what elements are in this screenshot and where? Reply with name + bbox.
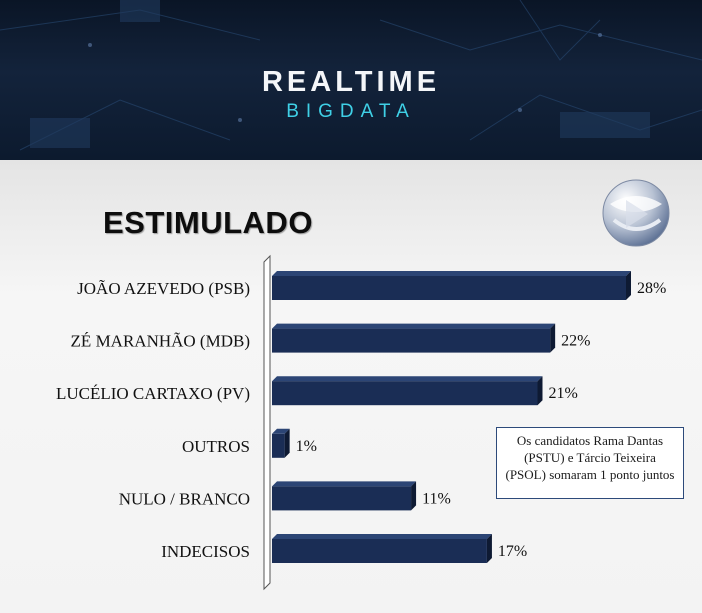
- category-label: OUTROS: [182, 437, 250, 456]
- value-label: 22%: [561, 333, 590, 350]
- bar: [272, 539, 487, 563]
- value-label: 1%: [296, 438, 317, 455]
- axis-wall: [264, 256, 270, 589]
- bar: [272, 276, 626, 300]
- bar-side-face: [538, 376, 543, 405]
- bar: [272, 486, 411, 510]
- bar-top-face: [272, 376, 543, 381]
- category-label: INDECISOS: [161, 542, 250, 561]
- bar: [272, 381, 538, 405]
- value-label: 11%: [422, 490, 451, 507]
- bar-side-face: [487, 534, 492, 563]
- chart-footnote: Os candidatos Rama Dantas (PSTU) e Tárci…: [496, 427, 684, 499]
- bar: [272, 434, 285, 458]
- category-label: LUCÉLIO CARTAXO (PV): [56, 384, 250, 403]
- category-label: ZÉ MARANHÃO (MDB): [71, 332, 250, 351]
- value-label: 28%: [637, 280, 666, 297]
- bar-top-face: [272, 534, 492, 539]
- bar: [272, 329, 550, 353]
- bar-top-face: [272, 271, 631, 276]
- category-label: NULO / BRANCO: [119, 489, 250, 508]
- bar-side-face: [411, 481, 416, 510]
- value-label: 21%: [549, 385, 578, 402]
- category-label: JOÃO AZEVEDO (PSB): [77, 279, 250, 298]
- bar-side-face: [550, 324, 555, 353]
- bar-top-face: [272, 324, 555, 329]
- bar-top-face: [272, 481, 416, 486]
- bar-side-face: [626, 271, 631, 300]
- value-label: 17%: [498, 543, 527, 560]
- bar-side-face: [285, 429, 290, 458]
